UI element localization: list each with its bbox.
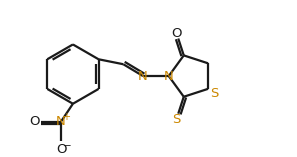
Text: +: + [62, 112, 70, 122]
Text: S: S [210, 87, 219, 100]
Text: O: O [29, 115, 40, 128]
Text: S: S [172, 113, 181, 126]
Text: N: N [164, 70, 174, 83]
Text: O: O [56, 143, 66, 156]
Text: −: − [63, 141, 71, 151]
Text: N: N [56, 115, 66, 128]
Text: O: O [171, 27, 182, 40]
Text: N: N [138, 70, 148, 83]
